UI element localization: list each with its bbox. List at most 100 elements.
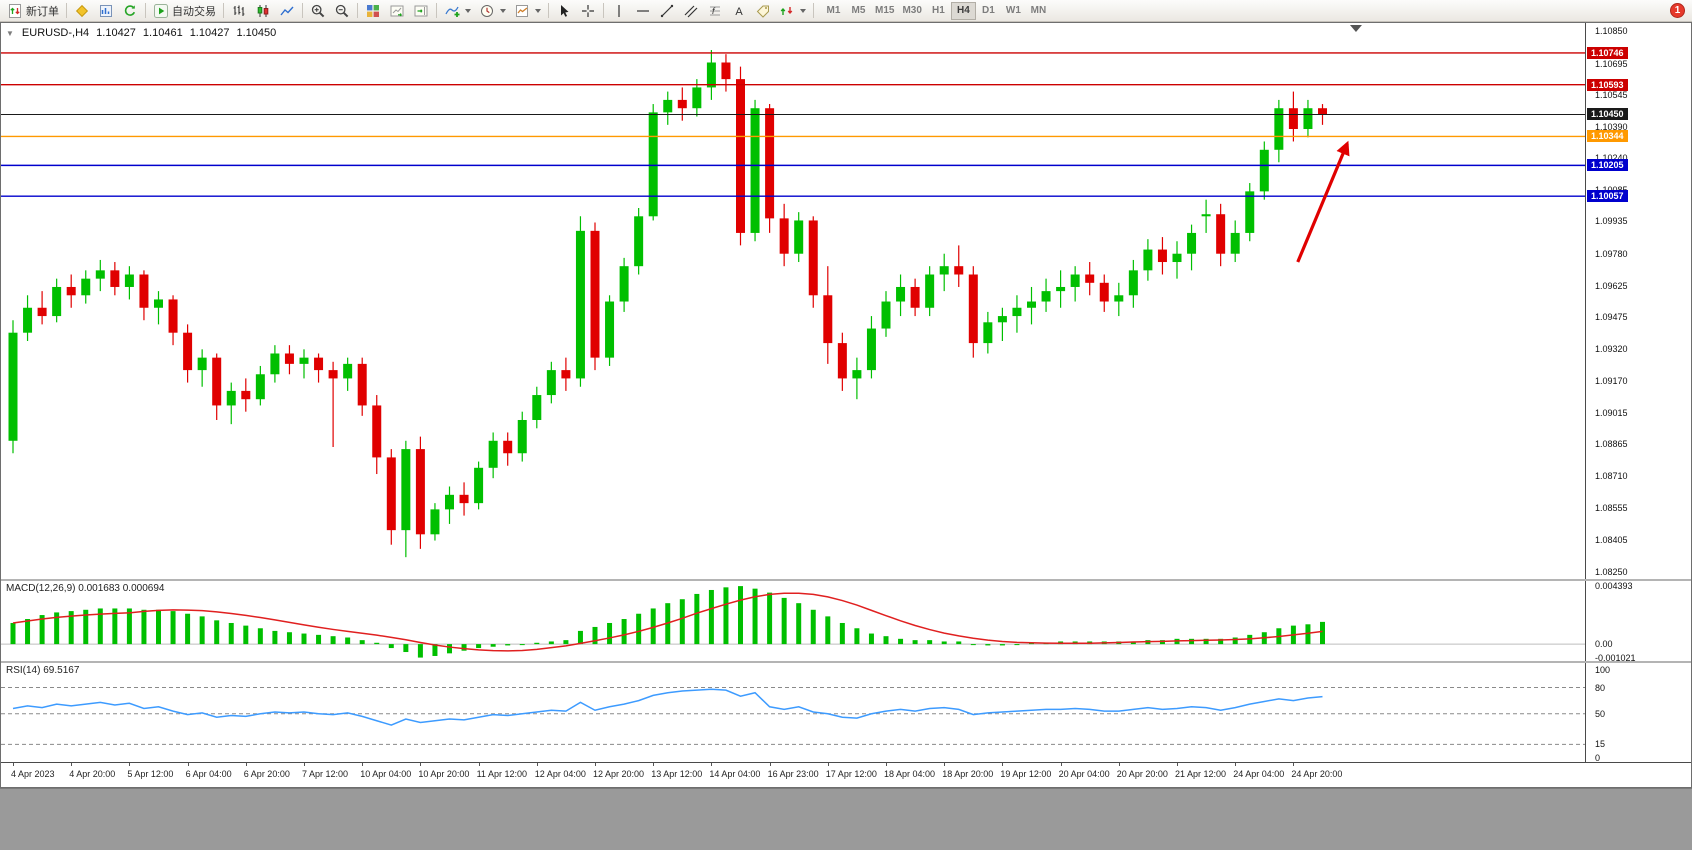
time-axis-tick	[71, 763, 73, 766]
notification-badge[interactable]: 1	[1670, 3, 1685, 18]
candlestick-chart-button[interactable]	[251, 1, 275, 21]
timeframe-button-m5[interactable]: M5	[851, 5, 866, 16]
price-tag-1.10593[interactable]: 1.10593	[1587, 78, 1628, 91]
chart-window-eurusd-h4: ▼ EURUSD-,H4 1.10427 1.10461 1.10427 1.1…	[0, 22, 1692, 788]
periods-button[interactable]	[475, 1, 510, 21]
candlesticks-layer	[8, 50, 1327, 558]
time-axis-label: 10 Apr 20:00	[418, 769, 470, 779]
macd-pane-separator[interactable]	[1, 579, 1691, 581]
vertical-line-button[interactable]	[607, 1, 631, 21]
dropdown-arrow-icon	[800, 8, 806, 13]
market-watch-button[interactable]	[94, 1, 118, 21]
macd-axis-label: 0.00	[1595, 639, 1613, 650]
text-tool-button[interactable]: A	[727, 1, 751, 21]
chart-close-value: 1.10450	[236, 27, 277, 39]
price-axis-label: 1.08865	[1595, 438, 1628, 449]
chart-shift-button[interactable]	[409, 1, 433, 21]
timeframe-button-m1[interactable]: M1	[826, 5, 841, 16]
chart-plot[interactable]	[1, 23, 1585, 787]
fibonacci-button[interactable]: f	[703, 1, 727, 21]
toolbar-separator	[302, 3, 303, 18]
time-axis-label: 12 Apr 20:00	[593, 769, 645, 779]
one-click-trading-icon[interactable]: ▼	[6, 28, 14, 38]
auto-scroll-button[interactable]	[385, 1, 409, 21]
price-axis-label: 1.10695	[1595, 58, 1628, 69]
svg-text:A: A	[735, 6, 743, 18]
time-axis-label: 6 Apr 04:00	[185, 769, 232, 779]
timeframe-button-h4[interactable]: H4	[950, 1, 976, 20]
new-order-icon	[9, 3, 21, 18]
zoom-in-button[interactable]	[306, 1, 330, 21]
rsi-axis-label: 50	[1595, 708, 1606, 719]
time-axis-tick	[595, 763, 596, 766]
price-tag-1.10344[interactable]: 1.10344	[1587, 130, 1628, 143]
time-axis-label: 19 Apr 12:00	[1000, 769, 1052, 779]
time-axis-label: 13 Apr 12:00	[651, 769, 703, 779]
timeframe-toolbar: M1 M5 M15 M30 H1 H4 D1 W1 MN	[821, 1, 1051, 20]
time-axis[interactable]: 4 Apr 2023 4 Apr 20:00 5 Apr 12:00 6 Apr 04…	[1, 762, 1691, 787]
hline-icon	[637, 9, 649, 12]
zoom-out-icon	[335, 4, 349, 17]
time-axis-tick	[245, 763, 247, 766]
clock-icon	[481, 4, 493, 17]
rsi-axis-label: 80	[1595, 682, 1606, 693]
time-axis-tick	[304, 763, 305, 766]
tile-windows-button[interactable]	[361, 1, 385, 21]
timeframe-button-d1[interactable]: D1	[982, 5, 995, 16]
price-tag-1.10450[interactable]: 1.10450	[1587, 108, 1628, 121]
timeframe-button-m30[interactable]: M30	[902, 5, 922, 16]
trendline-icon	[660, 4, 674, 17]
price-axis-label: 1.10240	[1595, 153, 1628, 164]
channel-icon	[684, 5, 698, 17]
macd-axis-label: -0.001021	[1595, 652, 1636, 663]
new-order-button[interactable]: 新订单	[3, 1, 63, 21]
chart-open-value: 1.10427	[96, 27, 136, 39]
workspace-background	[0, 788, 1692, 850]
price-axis-label: 1.08405	[1595, 534, 1628, 545]
trend-arrow-annotation[interactable]	[1296, 140, 1350, 263]
bar-chart-button[interactable]	[227, 1, 251, 21]
time-axis-label: 21 Apr 12:00	[1175, 769, 1227, 779]
channel-button[interactable]	[679, 1, 703, 21]
price-axis[interactable]: 1.10850 1.10695 1.10545 1.10390 1.10240 1.100…	[1585, 23, 1691, 763]
rsi-axis-label: 15	[1595, 739, 1606, 750]
toolbar-separator	[548, 3, 549, 18]
timeframe-button-h1[interactable]: H1	[932, 5, 945, 16]
price-tag-1.10205[interactable]: 1.10205	[1587, 159, 1628, 172]
price-axis-label: 1.10390	[1595, 121, 1628, 132]
zoom-out-button[interactable]	[330, 1, 354, 21]
toolbar-separator	[66, 3, 67, 18]
timeframe-button-w1[interactable]: W1	[1005, 5, 1021, 16]
chart-shift-marker[interactable]	[1349, 25, 1362, 32]
horizontal-line-button[interactable]	[631, 1, 655, 21]
time-axis-label: 14 Apr 04:00	[709, 769, 761, 779]
cursor-button[interactable]	[552, 1, 576, 21]
auto-scroll-icon	[390, 5, 404, 16]
price-axis-label: 1.09475	[1595, 312, 1628, 323]
crosshair-button[interactable]	[576, 1, 600, 21]
timeframe-button-mn[interactable]: MN	[1030, 5, 1047, 16]
time-axis-tick	[1235, 763, 1237, 766]
price-axis-label: 1.08710	[1595, 471, 1628, 482]
time-axis-tick	[653, 763, 655, 766]
refresh-button[interactable]	[118, 1, 142, 21]
price-axis-label: 1.08250	[1595, 566, 1628, 577]
indicators-button[interactable]	[440, 1, 475, 21]
price-tag-1.10057[interactable]: 1.10057	[1587, 190, 1628, 203]
toolbar-separator	[223, 3, 224, 18]
metaeditor-button[interactable]	[70, 1, 94, 21]
price-tag-1.10746[interactable]: 1.10746	[1587, 46, 1628, 59]
trendline-button[interactable]	[655, 1, 679, 21]
rsi-pane-separator[interactable]	[1, 661, 1691, 663]
autotrading-button[interactable]: 自动交易	[149, 1, 220, 21]
macd-indicator-label: MACD(12,26,9) 0.001683 0.000694	[6, 583, 165, 594]
text-label-button[interactable]	[751, 1, 775, 21]
line-chart-button[interactable]	[275, 1, 299, 21]
text-icon: A	[735, 6, 743, 18]
timeframe-button-m15[interactable]: M15	[875, 5, 895, 16]
vline-icon	[618, 4, 620, 17]
templates-button[interactable]	[510, 1, 545, 21]
toolbar-separator	[603, 3, 604, 18]
arrows-tool-button[interactable]	[775, 1, 810, 21]
cursor-icon	[561, 4, 569, 17]
